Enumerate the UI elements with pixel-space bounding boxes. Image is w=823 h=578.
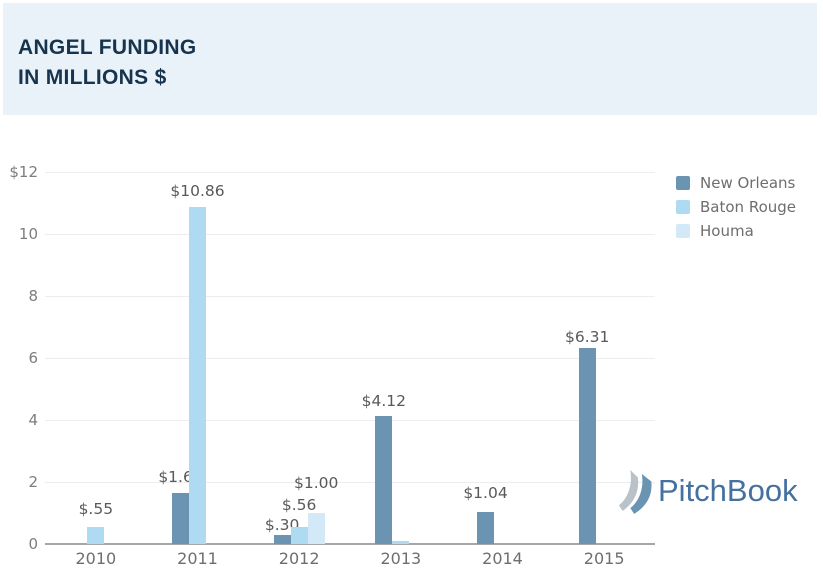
legend-label: Houma <box>700 222 754 240</box>
bar-value-label-new-orleans-2013: $4.12 <box>361 392 407 411</box>
bar-value-label-baton-rouge-2011: $10.86 <box>170 182 225 201</box>
x-axis-line <box>45 543 655 545</box>
y-axis-tick-label: 2 <box>28 473 38 491</box>
legend-label: Baton Rouge <box>700 198 796 216</box>
y-axis-tick-label: 6 <box>28 349 38 367</box>
bar-value-label-new-orleans-2014: $1.04 <box>463 483 508 502</box>
bar-new-orleans-2014 <box>477 511 494 544</box>
bar-baton-rouge-2011 <box>189 207 206 544</box>
x-axis-tick-label: 2012 <box>278 549 320 568</box>
y-axis-tick-label: 0 <box>28 535 38 553</box>
bar-new-orleans-2015 <box>578 348 596 544</box>
pitchbook-logo-icon <box>618 470 652 514</box>
x-axis-tick-label: 2011 <box>177 549 218 568</box>
bar-baton-rouge-2013 <box>392 540 410 544</box>
gridline <box>45 296 655 297</box>
pitchbook-logo: PitchBook <box>616 468 798 514</box>
gridline <box>45 420 655 421</box>
bar-new-orleans-2013 <box>375 416 393 544</box>
legend-item-new-orleans: New Orleans <box>676 171 796 195</box>
gridline <box>45 358 655 359</box>
legend-swatch-icon <box>676 224 690 238</box>
gridline <box>45 172 655 173</box>
page-header: ANGEL FUNDING IN MILLIONS $ <box>3 3 817 115</box>
bar-baton-rouge-2012 <box>290 526 308 544</box>
chart-legend: New Orleans Baton Rouge Houma <box>676 171 796 243</box>
x-axis-tick-label: 2013 <box>380 549 422 568</box>
bar-value-label-new-orleans-2015: $6.31 <box>564 328 610 347</box>
legend-item-baton-rouge: Baton Rouge <box>676 195 796 219</box>
y-axis-tick-label: 4 <box>28 411 38 429</box>
y-axis-tick-label: 8 <box>28 287 38 305</box>
gridline <box>45 234 655 235</box>
bar-value-label-houma-2012: $1.00 <box>293 474 339 492</box>
y-axis-tick-label: 10 <box>18 225 38 243</box>
bar-value-label-baton-rouge-2010: $.55 <box>78 499 114 518</box>
gridline <box>45 482 655 483</box>
bar-baton-rouge-2010 <box>87 526 105 544</box>
legend-swatch-icon <box>676 200 690 214</box>
legend-item-houma: Houma <box>676 219 796 243</box>
y-axis-tick-label: $12 <box>9 163 38 181</box>
x-axis-tick-label: 2010 <box>75 549 117 568</box>
bar-new-orleans-2012 <box>273 534 291 544</box>
bar-houma-2012 <box>307 513 325 544</box>
legend-swatch-icon <box>676 176 690 190</box>
page-title-line-2: IN MILLIONS $ <box>18 66 167 89</box>
bar-value-label-new-orleans-2011: $1.66 <box>158 467 203 486</box>
bar-value-label-baton-rouge-2012: $.56 <box>281 495 317 514</box>
legend-label: New Orleans <box>700 174 796 192</box>
x-axis-tick-label: 2014 <box>482 549 523 568</box>
x-axis-tick-label: 2015 <box>583 549 625 568</box>
bar-new-orleans-2011 <box>172 492 189 544</box>
pitchbook-logo-text: PitchBook <box>658 473 798 508</box>
page-title-line-1: ANGEL FUNDING <box>18 36 197 59</box>
